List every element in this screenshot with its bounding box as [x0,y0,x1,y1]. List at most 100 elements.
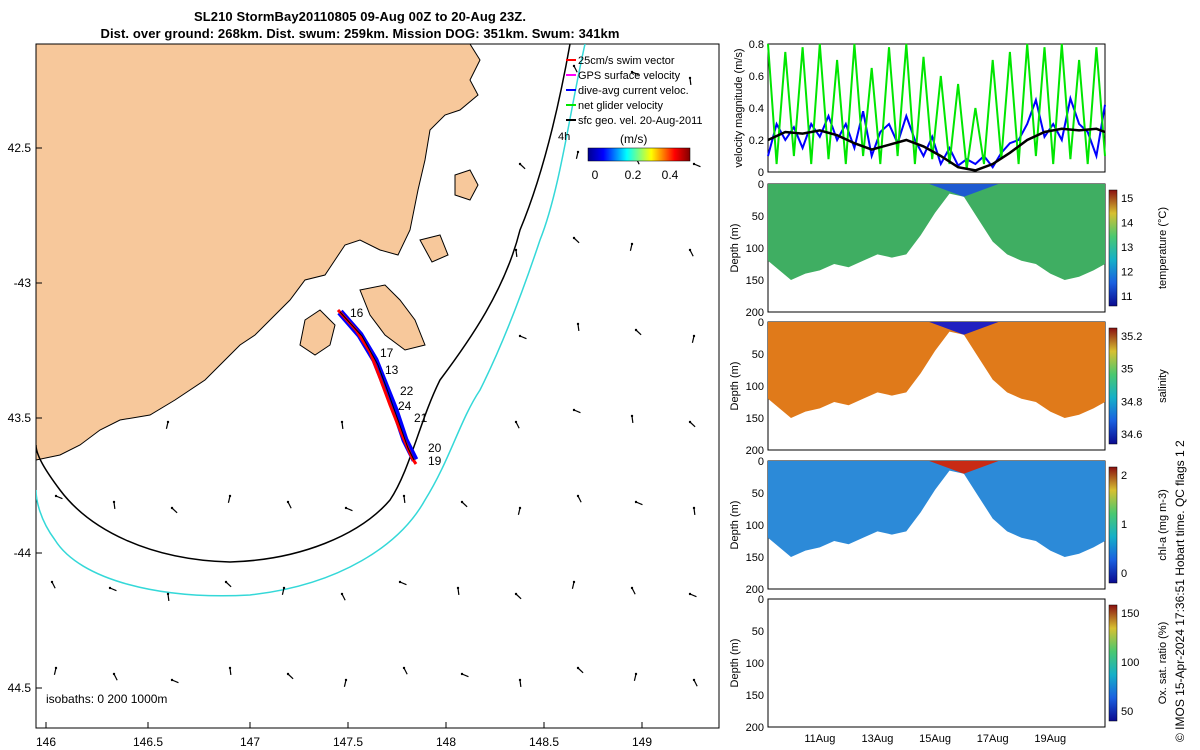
track-day-label: 13 [385,363,399,377]
current-vector-tail [630,242,634,246]
section-colorbar-label: Ox. sat. ratio (%) [1157,622,1169,705]
current-vector-tail [286,672,290,676]
current-vector-tail [286,500,290,504]
section-colorbar-tick: 12 [1121,267,1133,279]
section-colorbar [1108,604,1118,722]
surface-anomaly [929,461,999,474]
velocity-ytick-label: 0.4 [749,103,764,115]
glider-track-black [339,311,415,461]
current-vector-tail [572,64,576,68]
section-colorbar [1108,466,1118,584]
current-vector-tail [692,506,696,510]
current-vector-tail [282,586,286,590]
track-day-label: 16 [350,306,364,320]
current-vector-tail [518,678,522,682]
map-xtick-label: 149 [632,735,652,749]
section-ytick-label: 200 [746,445,764,457]
current-vector-tail [518,506,522,510]
section-colorbar-tick: 50 [1121,706,1133,718]
section-colorbar-tick: 1 [1121,519,1127,531]
section-colorbar-label: chl-a (mg m-3) [1157,489,1169,561]
section-colorbar-tick: 150 [1121,608,1139,620]
section-colorbar-tick: 13 [1121,242,1133,254]
current-vector-tail [514,420,518,424]
section-ytick-label: 150 [746,413,764,425]
current-vector-tail [576,150,580,154]
section-colorbar [1108,327,1118,445]
current-vector-tail [166,420,170,424]
current-vector-tail [344,506,348,510]
section-ytick-label: 50 [752,211,764,223]
velocity-ytick-label: 0.2 [749,135,764,147]
current-vector-tail [572,580,576,584]
track-day-label: 22 [400,384,414,398]
current-vector-tail [398,580,402,584]
current-vector-tail [166,592,170,596]
colorbar-title: (m/s) [620,132,647,146]
section-colorbar-tick: 11 [1121,291,1132,303]
current-vector-tail [514,592,518,596]
glider-track-red [336,308,418,465]
current-vector-tail [460,672,464,676]
isobath-label: isobaths: 0 200 1000m [46,692,167,706]
current-vector-tail [630,70,634,74]
current-vector-tail [634,328,638,332]
map-ytick-label: 43.5 [8,411,32,425]
current-vector-tail [576,494,580,498]
colorbar-tick-label: 0 [592,168,599,182]
section-ytick-label: 200 [746,722,764,734]
section-axes [767,598,1106,728]
current-vector-tail [50,580,54,584]
current-vector-tail [228,494,232,498]
date-tick-label: 17Aug [977,733,1009,745]
section-ylabel: Depth (m) [729,224,741,273]
section-ytick-label: 150 [746,275,764,287]
legend-entry: 25cm/s swim vector [578,55,675,67]
section-ytick-label: 0 [758,456,764,468]
current-vector-tail [688,76,692,80]
current-vector-tail [228,666,232,670]
current-vector-tail [108,586,112,590]
current-vector-tail [630,586,634,590]
map-xtick-label: 146.5 [133,735,163,749]
section-ytick-label: 150 [746,552,764,564]
track-day-label: 21 [414,411,428,425]
map-ytick-label: 44.5 [8,681,32,695]
current-vector-tail [112,500,116,504]
current-vector-tail [224,580,228,584]
section-colorbar-tick: 34.8 [1121,396,1142,408]
current-vector-tail [576,322,580,326]
current-vector-tail [688,248,692,252]
track-day-label: 20 [428,441,442,455]
velocity-series-line [767,127,1106,172]
legend-entry: sfc geo. vel. 20-Aug-2011 [578,115,703,127]
current-vector-tail [340,420,344,424]
current-vector-tail [630,414,634,418]
date-tick-label: 19Aug [1034,733,1066,745]
isobath-200m [36,44,571,563]
current-vector-tail [402,666,406,670]
track-day-label: 17 [380,346,394,360]
peninsula-land [299,309,336,356]
current-vector-tail [692,334,696,338]
current-vector-tail [634,672,638,676]
section-colorbar-tick: 14 [1121,218,1133,230]
section-field [768,461,1105,557]
section-ytick-label: 0 [758,317,764,329]
legend-entry: dive-avg current veloc. [578,85,689,97]
velocity-ytick-label: 0 [758,167,764,179]
section-colorbar-tick: 35.2 [1121,331,1142,343]
section-ylabel: Depth (m) [729,639,741,688]
section-ytick-label: 100 [746,520,764,532]
current-vector-tail [460,500,464,504]
date-tick-label: 13Aug [862,733,894,745]
section-ytick-label: 100 [746,658,764,670]
section-ytick-label: 100 [746,381,764,393]
section-colorbar-tick: 0 [1121,568,1127,580]
section-field [768,322,1105,418]
map-legend: 25cm/s swim vector GPS surface velocity di… [566,55,703,127]
current-vector-field [50,64,701,688]
island-east [419,234,449,263]
current-vector-tail [572,408,576,412]
current-vector-tail [456,586,460,590]
